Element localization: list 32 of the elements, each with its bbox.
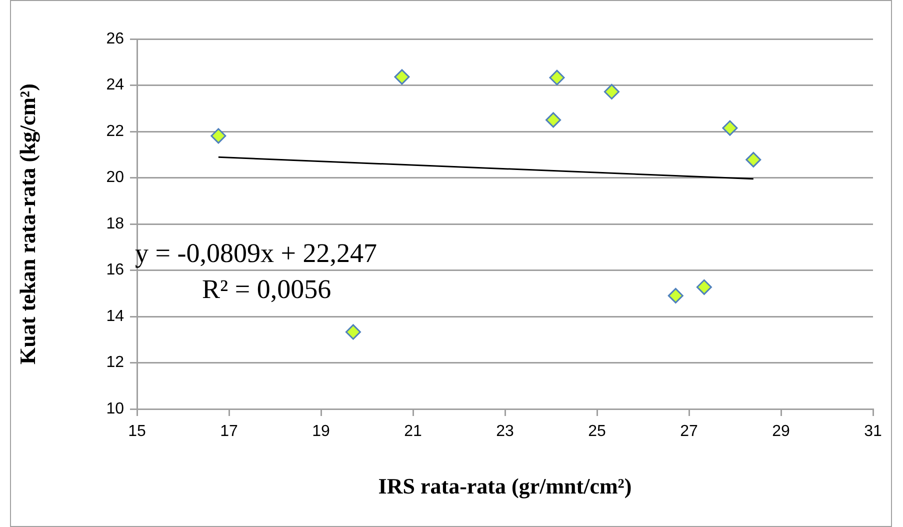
point — [210, 128, 226, 144]
y-tick-label: 12 — [106, 354, 124, 372]
y-tick-label: 10 — [106, 400, 124, 418]
point — [394, 69, 410, 85]
y-tick-label: 14 — [106, 308, 124, 325]
annotation: y = -0,0809x + 22,247 — [135, 238, 377, 268]
x-tick-label: 23 — [496, 423, 514, 440]
point — [604, 84, 620, 100]
y-tick-label: 26 — [106, 30, 124, 48]
point — [696, 279, 712, 295]
x-axis-title: IRS rata-rata (gr/mnt/cm²) — [378, 473, 632, 498]
point — [345, 324, 361, 340]
point — [746, 152, 762, 168]
x-tick-label: 27 — [680, 423, 698, 440]
point — [549, 70, 565, 86]
y-tick-label: 20 — [106, 169, 124, 186]
point — [668, 288, 684, 304]
x-tick-label: 21 — [404, 423, 422, 440]
x-tick-label: 25 — [588, 423, 606, 440]
point — [546, 112, 562, 128]
x-tick-label: 15 — [128, 423, 146, 440]
y-tick-label: 24 — [106, 76, 124, 94]
x-tick-label: 29 — [772, 423, 790, 440]
y-tick-label: 22 — [106, 122, 124, 140]
y-tick-label: 16 — [106, 262, 124, 279]
x-tick-label: 17 — [220, 423, 238, 440]
y-tick-label: 18 — [106, 215, 124, 232]
y-axis-title: Kuat tekan rata-rata (kg/cm²) — [14, 84, 40, 364]
x-tick-label: 31 — [864, 423, 882, 440]
point — [722, 120, 738, 136]
x-tick-label: 19 — [312, 423, 330, 440]
annotation: R² = 0,0056 — [202, 274, 332, 304]
